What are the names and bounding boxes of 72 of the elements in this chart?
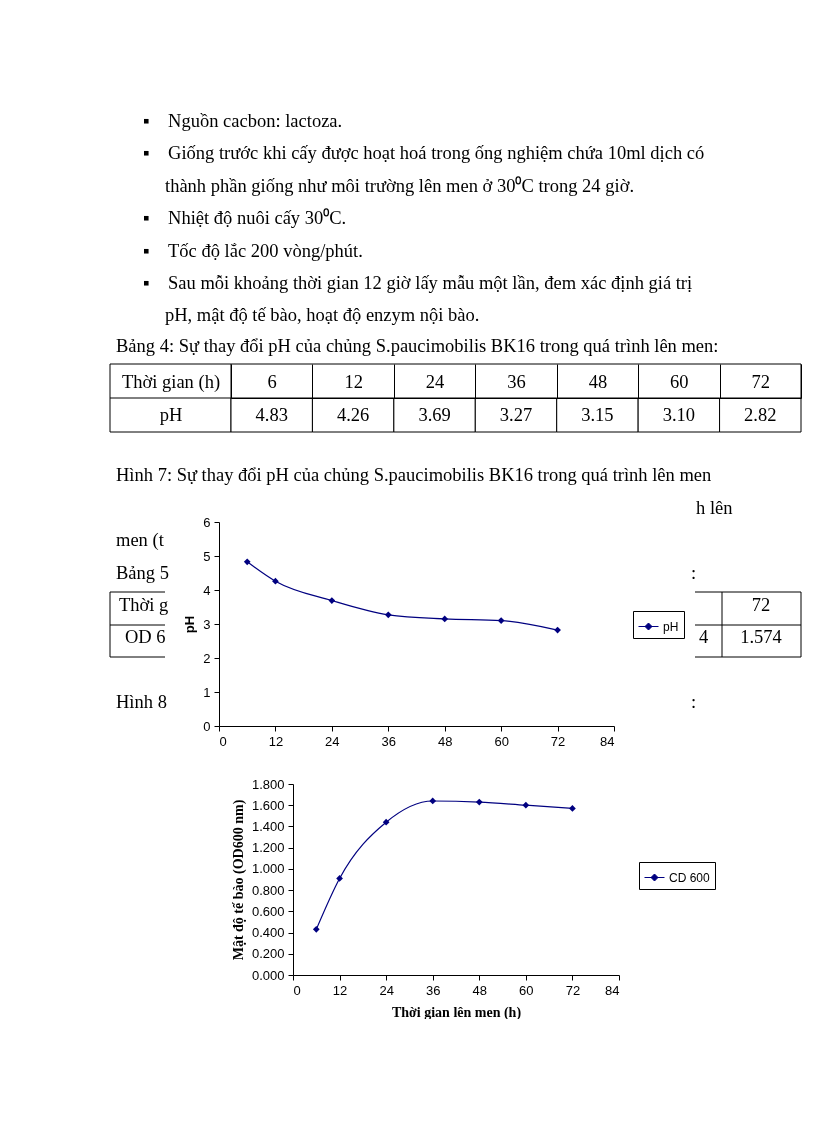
- x-tick-label: 72: [565, 982, 581, 998]
- data-label: 3.15: [581, 405, 614, 425]
- y-tick-label: 6: [203, 514, 211, 530]
- x-axis-title: Thời gian (h): [121, 371, 221, 393]
- data-label: 4.83: [255, 405, 288, 425]
- y-tick-label: 4: [203, 582, 211, 598]
- x-tick-label: 60: [670, 371, 689, 392]
- text: Thời g: [119, 595, 169, 615]
- x-tick-label: 60: [494, 733, 509, 749]
- x-tick-label: 48: [588, 371, 608, 392]
- y-tick-label: 0.200: [251, 946, 285, 962]
- text: :: [691, 692, 697, 712]
- x-tick-label: 36: [381, 733, 397, 749]
- y-tick-label: 3: [203, 616, 211, 632]
- x-tick-label: 48: [437, 733, 453, 749]
- y-tick-label: 2: [203, 650, 211, 666]
- y-tick-label: 0.000: [251, 967, 285, 983]
- y-tick-label: 0.800: [251, 882, 285, 898]
- x-tick-label: 0: [293, 982, 301, 998]
- y-tick-label: 1.200: [251, 840, 285, 856]
- text: ▪ Tốc độ lắc 200 vòng/phút.: [143, 241, 363, 261]
- y-tick-label: 1.600: [251, 797, 285, 813]
- y-tick-label: 1: [203, 684, 211, 700]
- data-label: 2.82: [744, 405, 777, 425]
- text: 4: [699, 627, 709, 647]
- text: Hình 8: [116, 692, 167, 712]
- x-tick-label: 24: [425, 371, 445, 392]
- legend-label: CD 600: [669, 870, 711, 885]
- x-tick-label: 72: [751, 371, 771, 392]
- text: 72: [751, 595, 771, 615]
- y-tick-label: 1.400: [251, 818, 285, 834]
- text: Bảng 5: [116, 563, 169, 583]
- x-tick-label: 24: [325, 733, 340, 749]
- x-tick-label: 48: [472, 982, 488, 998]
- data-label: 3.10: [662, 405, 696, 425]
- y-axis-title: pH: [182, 615, 198, 634]
- x-tick-label: 12: [268, 733, 284, 749]
- text: ▪ Giống trước khi cấy được hoạt hoá trong ống nghiệm chứa 10ml dịch có: [143, 143, 705, 163]
- text: men (t: [116, 530, 165, 551]
- x-tick-label: 60: [519, 982, 534, 998]
- x-tick-label: 12: [332, 982, 348, 998]
- x-tick-label: 0: [219, 733, 227, 749]
- y-axis-title: Mật độ tế bào (OD600 nm): [230, 799, 247, 961]
- text: 1.574: [740, 627, 782, 647]
- text: Bảng 4: Sự thay đổi pH của chủng S.paucimobilis BK16 trong quá trình lên men:: [116, 336, 719, 356]
- x-tick-label: 12: [344, 371, 363, 392]
- data-label: 3.69: [418, 405, 451, 425]
- x-tick-label: 36: [425, 982, 441, 998]
- x-tick-label: 24: [379, 982, 394, 998]
- x-tick-label: 84: [600, 733, 615, 749]
- x-tick-label: 36: [507, 371, 526, 392]
- x-axis-title: Thời gian lên men (h): [391, 1004, 522, 1021]
- text: pH, mật độ tế bào, hoạt độ enzym nội bào.: [165, 305, 480, 325]
- text: ▪ Nhiệt độ nuôi cấy 30⁰C.: [143, 208, 347, 228]
- data-label: 4.26: [336, 405, 370, 425]
- y-tick-label: 1.000: [251, 861, 285, 877]
- text: ▪ Sau mỗi khoảng thời gian 12 giờ lấy mẫu một lần, đem xác định giá trị: [143, 273, 693, 293]
- text: Hình 7: Sự thay đổi pH của chủng S.paucimobilis BK16 trong quá trình lên men: [116, 465, 712, 485]
- text: OD 6: [125, 627, 166, 647]
- y-tick-label: 0.600: [251, 903, 285, 919]
- x-tick-label: 84: [605, 982, 620, 998]
- text: thành phần giống như môi trường lên men ở 30⁰C trong 24 giờ.: [165, 176, 635, 196]
- legend-label: pH: [663, 619, 679, 634]
- y-tick-label: 0.400: [251, 925, 285, 941]
- text: h lên: [696, 498, 733, 518]
- y-tick-label: 1.800: [251, 776, 285, 792]
- text: ▪ Nguồn cacbon: lactoza.: [143, 111, 343, 131]
- x-tick-label: 72: [550, 733, 566, 749]
- text: :: [691, 563, 697, 583]
- data-label: 3.27: [499, 405, 533, 425]
- y-tick-label: 5: [203, 548, 211, 564]
- y-tick-label: 0: [203, 718, 211, 734]
